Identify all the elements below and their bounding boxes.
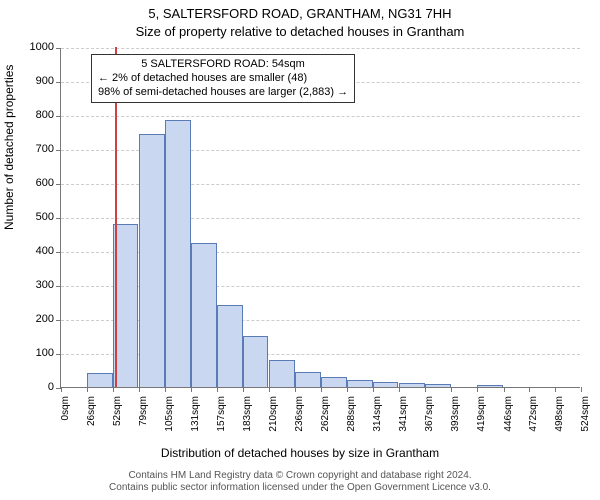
xtick-label: 419sqm [476,396,487,436]
ytick-label: 400 [24,245,54,257]
xtick-mark [295,387,296,392]
ytick-mark [56,252,61,253]
xtick-mark [425,387,426,392]
xtick-label: 183sqm [242,396,253,436]
xtick-mark [243,387,244,392]
xtick-mark [191,387,192,392]
y-axis-label: Number of detached properties [2,65,16,230]
xtick-mark [87,387,88,392]
ytick-mark [56,286,61,287]
footer-line2: Contains public sector information licen… [0,482,600,494]
xtick-label: 79sqm [138,396,149,436]
xtick-label: 0sqm [60,396,71,436]
xtick-mark [399,387,400,392]
histogram-bar [477,385,503,387]
ytick-mark [56,48,61,49]
ytick-label: 100 [24,347,54,359]
histogram-bar [399,383,425,387]
xtick-label: 472sqm [528,396,539,436]
xtick-mark [61,387,62,392]
histogram-bar [243,336,269,387]
xtick-label: 314sqm [372,396,383,436]
footer-line1: Contains HM Land Registry data © Crown c… [0,470,600,482]
xtick-mark [504,387,505,392]
histogram-bar [191,243,217,388]
ytick-label: 200 [24,313,54,325]
ytick-mark [56,218,61,219]
histogram-bar [87,373,113,387]
gridline [61,48,580,49]
xtick-label: 446sqm [503,396,514,436]
histogram-bar [425,384,451,387]
ytick-mark [56,320,61,321]
xtick-mark [555,387,556,392]
ytick-mark [56,184,61,185]
x-axis-label: Distribution of detached houses by size … [0,446,600,460]
xtick-mark [217,387,218,392]
xtick-mark [581,387,582,392]
xtick-mark [113,387,114,392]
xtick-label: 131sqm [190,396,201,436]
xtick-label: 341sqm [398,396,409,436]
ytick-label: 800 [24,109,54,121]
xtick-mark [139,387,140,392]
histogram-bar [321,377,347,387]
xtick-label: 52sqm [112,396,123,436]
histogram-bar [373,382,399,387]
annotation-box: 5 SALTERSFORD ROAD: 54sqm← 2% of detache… [91,54,355,103]
xtick-label: 210sqm [268,396,279,436]
histogram-bar [139,134,165,387]
ytick-label: 1000 [24,41,54,53]
xtick-mark [321,387,322,392]
histogram-bar [295,372,321,387]
histogram-bar [165,120,191,387]
histogram-plot: 5 SALTERSFORD ROAD: 54sqm← 2% of detache… [60,48,580,388]
histogram-bar [347,380,373,387]
xtick-label: 105sqm [164,396,175,436]
attribution-footer: Contains HM Land Registry data © Crown c… [0,470,600,494]
xtick-label: 157sqm [216,396,227,436]
xtick-mark [165,387,166,392]
ytick-label: 0 [24,381,54,393]
annotation-line: 98% of semi-detached houses are larger (… [98,86,348,100]
xtick-mark [529,387,530,392]
ytick-label: 500 [24,211,54,223]
xtick-label: 236sqm [294,396,305,436]
page-title-line2: Size of property relative to detached ho… [0,24,600,39]
xtick-mark [347,387,348,392]
xtick-mark [477,387,478,392]
xtick-label: 288sqm [346,396,357,436]
annotation-line: 5 SALTERSFORD ROAD: 54sqm [98,58,348,72]
ytick-label: 900 [24,75,54,87]
ytick-mark [56,82,61,83]
gridline [61,116,580,117]
xtick-label: 26sqm [86,396,97,436]
xtick-label: 262sqm [320,396,331,436]
xtick-mark [269,387,270,392]
xtick-label: 393sqm [450,396,461,436]
xtick-mark [373,387,374,392]
ytick-mark [56,354,61,355]
xtick-label: 498sqm [554,396,565,436]
ytick-label: 600 [24,177,54,189]
annotation-line: ← 2% of detached houses are smaller (48) [98,72,348,86]
ytick-mark [56,150,61,151]
histogram-bar [269,360,295,387]
page-title-line1: 5, SALTERSFORD ROAD, GRANTHAM, NG31 7HH [0,6,600,21]
ytick-label: 300 [24,279,54,291]
xtick-label: 367sqm [424,396,435,436]
ytick-mark [56,116,61,117]
ytick-label: 700 [24,143,54,155]
xtick-mark [451,387,452,392]
histogram-bar [217,305,243,387]
xtick-label: 524sqm [580,396,591,436]
